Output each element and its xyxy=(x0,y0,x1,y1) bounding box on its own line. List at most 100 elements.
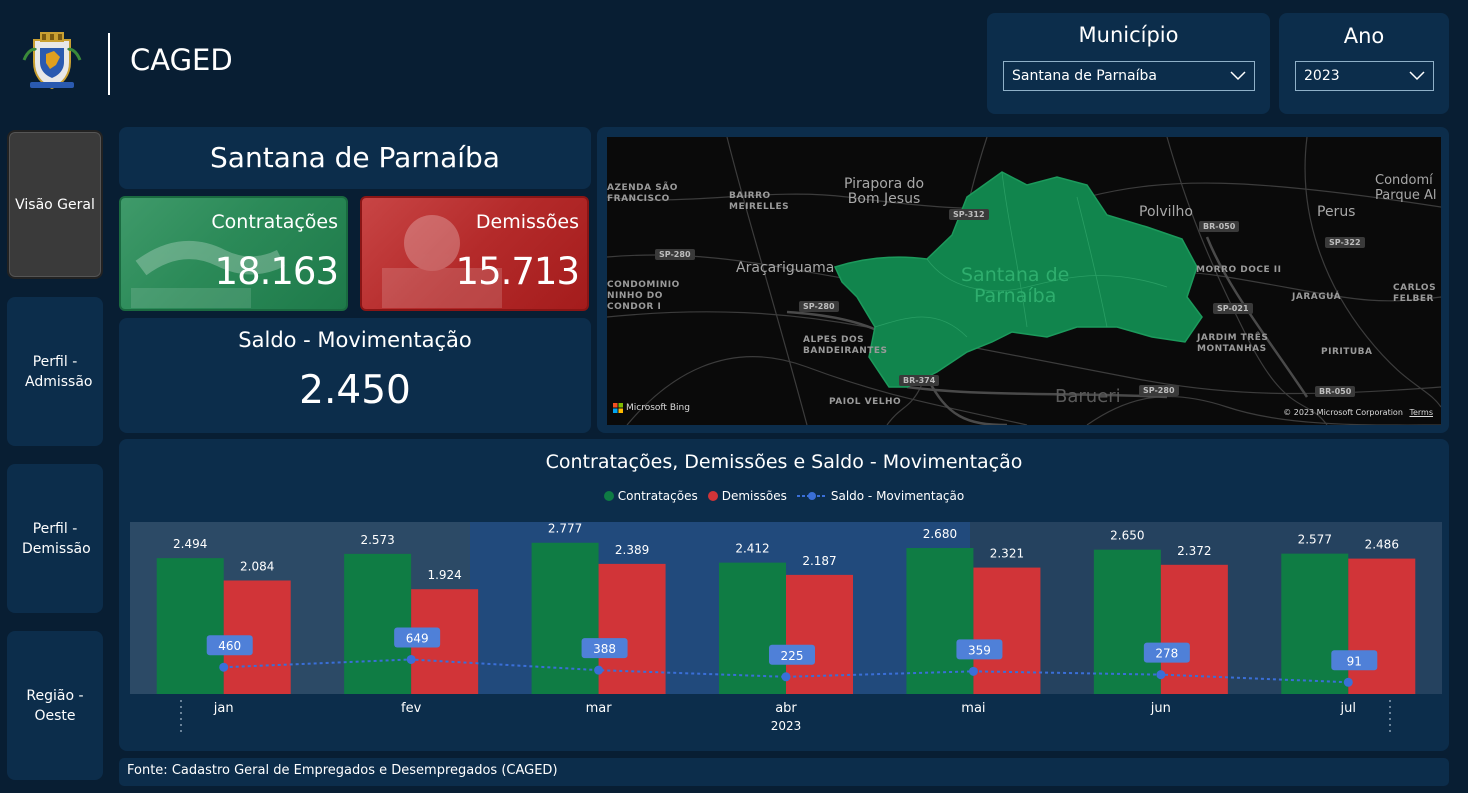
ano-dropdown[interactable]: 2023 xyxy=(1295,61,1434,91)
saldo-point xyxy=(594,665,604,675)
data-label-demissoes: 2.389 xyxy=(615,543,649,557)
terms-link[interactable]: Terms xyxy=(1409,408,1433,417)
map-small-label-text: FELBER xyxy=(1393,294,1434,304)
bar-contratacoes xyxy=(719,562,786,694)
municipio-dropdown[interactable]: Santana de Parnaíba xyxy=(1003,61,1255,91)
map-place-text: Bom Jesus xyxy=(847,191,921,207)
map-small-label-text: JARDIM TRÊS xyxy=(1197,333,1269,343)
demissoes-value: 15.713 xyxy=(455,250,580,293)
nav-regiao-oeste[interactable]: Região - Oeste xyxy=(7,631,103,780)
data-label-saldo: 388 xyxy=(593,642,616,656)
map-small-label-text: CONDOR I xyxy=(607,302,662,312)
x-tick-label: jul xyxy=(1340,701,1356,716)
map-small-label-text: AZENDA SÃO xyxy=(607,183,678,193)
legend-label: Saldo - Movimentação xyxy=(830,489,965,503)
bar-contratacoes xyxy=(906,548,974,694)
bing-attribution: Microsoft Bing xyxy=(613,403,690,413)
data-label-contratacoes: 2.494 xyxy=(173,537,207,551)
data-label-saldo: 460 xyxy=(218,639,241,653)
legend-dot xyxy=(707,491,718,501)
saldo-label: Saldo - Movimentação xyxy=(238,328,472,352)
demissoes-card: Demissões 15.713 xyxy=(360,196,589,311)
road-network xyxy=(607,137,1441,425)
data-label-demissoes: 2.372 xyxy=(1177,544,1211,558)
legend-item-contratacoes[interactable]: Contratações xyxy=(603,489,698,503)
saldo-point xyxy=(781,672,791,682)
data-label-contratacoes: 2.777 xyxy=(548,522,582,536)
map-place-text: Parque Al xyxy=(1375,188,1437,203)
city-title: Santana de Parnaíba xyxy=(210,141,500,174)
map-view[interactable]: Santana de Parnaíba Pirapora do Bom Jesus… xyxy=(607,137,1441,425)
nav-visao-geral[interactable]: Visão Geral xyxy=(7,130,103,279)
demissoes-label: Demissões xyxy=(475,211,579,233)
legend-item-saldo[interactable]: Saldo - Movimentação xyxy=(796,489,965,503)
x-tick-label: jan xyxy=(213,701,234,716)
municipio-label: Município xyxy=(1078,23,1179,47)
road-shield: SP-322 xyxy=(1325,237,1365,248)
road-shield: SP-312 xyxy=(949,209,989,220)
map-small-label-text: ALPES DOS xyxy=(803,335,865,345)
map-small-label: BAIRRO MEIRELLES xyxy=(729,191,789,213)
contratacoes-value: 18.163 xyxy=(214,250,339,293)
map-small-label: MORRO DOCE II xyxy=(1196,265,1282,275)
chart-legend: Contratações Demissões Saldo - Movimenta… xyxy=(119,489,1449,503)
road-shield: SP-280 xyxy=(1139,385,1179,396)
map-small-label-text: BANDEIRANTES xyxy=(803,346,888,356)
app-title: CAGED xyxy=(130,43,233,77)
bar-contratacoes xyxy=(1093,549,1161,694)
chart-panel: Contratações, Demissões e Saldo - Movime… xyxy=(119,439,1449,751)
chart-plot: 2.494 2.084 jan 2.573 1.924 fev 2.777 2.389 mar 2… xyxy=(130,522,1442,736)
saldo-panel: Saldo - Movimentação 2.450 xyxy=(119,318,591,433)
data-label-saldo: 649 xyxy=(406,631,429,645)
data-label-contratacoes: 2.680 xyxy=(923,527,957,541)
legend-dot xyxy=(603,491,614,501)
bar-demissoes xyxy=(973,567,1041,694)
map-place-perus: Perus xyxy=(1317,204,1356,220)
data-label-demissoes: 2.321 xyxy=(990,547,1024,561)
data-label-demissoes: 2.084 xyxy=(240,559,274,573)
map-small-label: PIRITUBA xyxy=(1321,347,1373,357)
saldo-label-box xyxy=(769,644,815,665)
chevron-down-icon xyxy=(1409,71,1425,81)
bar-demissoes xyxy=(1160,564,1228,694)
map-place-aracariguama: Araçariguama xyxy=(736,260,835,276)
saldo-label-box xyxy=(956,639,1003,660)
legend-item-demissoes[interactable]: Demissões xyxy=(707,489,787,503)
saldo-value: 2.450 xyxy=(299,368,411,413)
data-label-saldo: 225 xyxy=(781,649,804,663)
map-place-barueri: Barueri xyxy=(1055,386,1121,407)
saldo-point xyxy=(219,662,229,672)
header-divider xyxy=(108,33,110,95)
nav-label: Visão Geral xyxy=(15,196,95,213)
saldo-label-box xyxy=(1143,642,1190,663)
contratacoes-label: Contratações xyxy=(211,211,338,233)
saldo-point xyxy=(1343,677,1353,687)
road-shield: BR-374 xyxy=(899,375,940,386)
data-label-saldo: 278 xyxy=(1155,647,1178,661)
map-small-label-text: MONTANHAS xyxy=(1197,344,1267,354)
ano-filter-panel: Ano 2023 xyxy=(1279,13,1449,114)
map-place-text: Condomí xyxy=(1375,173,1433,188)
handshake-photo-icon xyxy=(131,241,286,308)
map-small-label: JARAGUÁ xyxy=(1292,292,1342,302)
bing-text: Microsoft Bing xyxy=(626,403,690,413)
office-photo-icon xyxy=(382,215,502,308)
nav-label: Perfil - Demissão xyxy=(22,520,91,557)
map-small-label-text: BAIRRO xyxy=(729,191,771,201)
map-highlight-label-line1: Santana de xyxy=(961,264,1070,286)
chart-title: Contratações, Demissões e Saldo - Movime… xyxy=(545,451,1023,473)
map-small-label: JARDIM TRÊS MONTANHAS xyxy=(1197,333,1268,355)
map-small-label-text: CARLOS xyxy=(1393,283,1437,293)
map-copyright: © 2023 Microsoft Corporation Terms xyxy=(1283,408,1433,417)
road-shield: SP-280 xyxy=(655,249,695,260)
saldo-point xyxy=(1156,670,1166,680)
x-tick-label: fev xyxy=(401,701,422,716)
nav-perfil-demissao[interactable]: Perfil - Demissão xyxy=(7,464,103,613)
nav-perfil-admissao[interactable]: Perfil - Admissão xyxy=(7,297,103,446)
road-shield: SP-280 xyxy=(799,301,839,312)
legend-label: Demissões xyxy=(721,489,787,503)
bar-contratacoes xyxy=(156,558,224,694)
map-highlight-label: Santana de Parnaíba xyxy=(961,265,1069,307)
x-group-label: 2023 xyxy=(771,719,802,733)
x-tick-label: mar xyxy=(586,701,613,716)
